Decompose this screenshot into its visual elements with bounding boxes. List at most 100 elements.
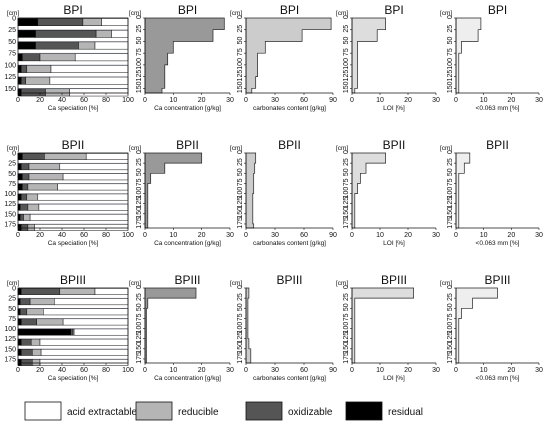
bar-segment-oxidizable bbox=[21, 163, 30, 171]
bar-segment-oxidizable bbox=[35, 29, 97, 38]
x-tick-label: 10 bbox=[376, 367, 384, 374]
depth-tick-label: 100 bbox=[447, 322, 454, 334]
depth-tick-label: 25 bbox=[343, 158, 350, 166]
panel-title: BPII bbox=[383, 138, 406, 152]
depth-tick-label: 100 bbox=[4, 326, 16, 333]
depth-tick-label: 0 bbox=[136, 285, 143, 289]
x-tick-label: 0 bbox=[454, 367, 458, 374]
x-tick-label: 80 bbox=[102, 97, 110, 104]
profile-area bbox=[455, 17, 482, 94]
depth-tick-label: 50 bbox=[136, 168, 143, 176]
depth-unit-label: [cm] bbox=[129, 280, 141, 287]
bar-segment-acid-extractable bbox=[49, 76, 129, 85]
depth-tick-label: 0 bbox=[447, 150, 454, 154]
x-tick-label: 90 bbox=[329, 232, 337, 239]
bar-segment-residual bbox=[17, 183, 23, 191]
depth-tick-label: 150 bbox=[447, 342, 454, 354]
x-tick-label: 80 bbox=[102, 232, 110, 239]
depth-tick-label: 0 bbox=[237, 150, 244, 154]
bar-segment-reducible bbox=[32, 359, 41, 366]
bar-segment-reducible bbox=[36, 318, 64, 326]
depth-tick-label: 50 bbox=[447, 36, 454, 44]
bar-segment-oxidizable bbox=[21, 88, 46, 97]
x-tick-label: 0 bbox=[16, 232, 20, 239]
depth-tick-label: 75 bbox=[136, 313, 143, 321]
x-tick-label: 100 bbox=[122, 232, 134, 239]
depth-unit-label: [cm] bbox=[7, 280, 19, 287]
profile-area bbox=[144, 152, 203, 229]
depth-tick-label: 100 bbox=[237, 187, 244, 199]
bar-segment-residual bbox=[17, 65, 22, 73]
x-tick-label: 20 bbox=[404, 97, 412, 104]
x-tick-label: 0 bbox=[143, 97, 147, 104]
depth-unit-label: [cm] bbox=[440, 280, 452, 287]
depth-tick-label: 0 bbox=[343, 285, 350, 289]
depth-tick-label: 100 bbox=[447, 58, 454, 70]
depth-tick-label: 25 bbox=[447, 293, 454, 301]
bar-segment-acid-extractable bbox=[94, 288, 129, 295]
bar-segment-residual bbox=[17, 318, 22, 326]
depth-tick-label: 75 bbox=[237, 178, 244, 186]
depth-unit-label: [cm] bbox=[7, 10, 19, 17]
depth-tick-label: 175 bbox=[237, 217, 244, 229]
depth-tick-label: 0 bbox=[12, 16, 16, 23]
depth-tick-label: 0 bbox=[237, 15, 244, 19]
legend-label: reducible bbox=[178, 407, 219, 418]
bar-segment-reducible bbox=[59, 288, 96, 295]
x-axis-label: <0.063 mm [%] bbox=[476, 375, 520, 382]
bar-segment-oxidizable bbox=[19, 213, 24, 221]
bar-segment-residual bbox=[17, 224, 22, 231]
bar-segment-acid-extractable bbox=[29, 213, 129, 221]
depth-tick-label: 50 bbox=[8, 39, 16, 46]
x-tick-label: 90 bbox=[329, 97, 337, 104]
legend-label: acid extractable bbox=[67, 407, 137, 418]
bar-segment-acid-extractable bbox=[101, 18, 129, 26]
depth-tick-label: 25 bbox=[8, 27, 16, 34]
depth-unit-label: [cm] bbox=[440, 10, 452, 17]
depth-tick-label: 150 bbox=[343, 342, 350, 354]
depth-tick-label: 100 bbox=[343, 187, 350, 199]
depth-tick-label: 175 bbox=[4, 221, 16, 228]
depth-tick-label: 50 bbox=[343, 168, 350, 176]
depth-tick-label: 175 bbox=[4, 356, 16, 363]
depth-tick-label: 100 bbox=[136, 58, 143, 70]
bar-segment-oxidizable bbox=[19, 203, 29, 211]
profile-area bbox=[351, 17, 386, 94]
depth-tick-label: 150 bbox=[343, 81, 350, 93]
depth-tick-label: 75 bbox=[447, 48, 454, 56]
depth-tick-label: 150 bbox=[447, 81, 454, 93]
depth-tick-label: 100 bbox=[343, 58, 350, 70]
depth-tick-label: 50 bbox=[237, 303, 244, 311]
bar-segment-residual bbox=[17, 348, 22, 356]
depth-tick-label: 25 bbox=[447, 158, 454, 166]
legend-label: oxidizable bbox=[288, 407, 333, 418]
x-axis-label: Ca concentration [g/kg] bbox=[154, 240, 221, 247]
bar-segment-oxidizable bbox=[21, 224, 29, 231]
x-tick-label: 30 bbox=[226, 232, 234, 239]
bar-segment-oxidizable bbox=[21, 318, 37, 326]
bar-segment-acid-extractable bbox=[74, 53, 129, 62]
x-axis-label: LOI [%] bbox=[383, 105, 405, 112]
profile-area bbox=[455, 152, 471, 229]
depth-tick-label: 25 bbox=[8, 161, 16, 168]
profile-area bbox=[245, 287, 252, 364]
bar-segment-residual bbox=[17, 88, 22, 97]
x-axis-label: carbonates content [g/kg] bbox=[253, 375, 326, 382]
depth-unit-label: [cm] bbox=[129, 145, 141, 152]
x-tick-label: 30 bbox=[432, 367, 440, 374]
x-tick-label: 20 bbox=[404, 367, 412, 374]
depth-tick-label: 50 bbox=[343, 36, 350, 44]
depth-tick-label: 125 bbox=[343, 70, 350, 82]
bar-segment-acid-extractable bbox=[62, 318, 129, 326]
depth-tick-label: 50 bbox=[343, 303, 350, 311]
depth-tick-label: 125 bbox=[343, 197, 350, 209]
profile-area bbox=[351, 287, 414, 364]
x-axis-label: carbonates content [g/kg] bbox=[253, 105, 326, 112]
bar-segment-acid-extractable bbox=[85, 153, 129, 160]
bar-segment-reducible bbox=[95, 29, 112, 38]
depth-tick-label: 75 bbox=[8, 181, 16, 188]
x-tick-label: 30 bbox=[432, 232, 440, 239]
x-tick-label: 40 bbox=[58, 232, 66, 239]
